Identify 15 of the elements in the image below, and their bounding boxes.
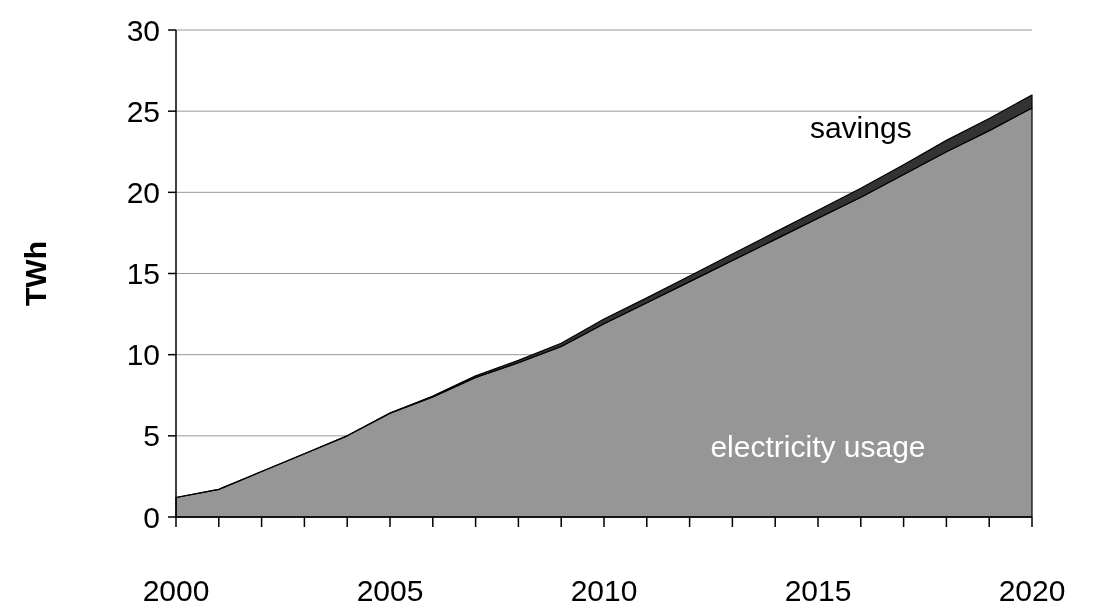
y-tick-label: 5 (143, 419, 160, 453)
x-tick-label: 2015 (784, 574, 852, 607)
x-tick-label: 2005 (356, 574, 424, 607)
x-tick-label: 2010 (570, 574, 638, 607)
y-tick-label: 10 (126, 338, 160, 372)
y-tick-label: 15 (126, 257, 160, 290)
series-label: electricity usage (710, 430, 926, 463)
y-tick-label: 30 (126, 13, 160, 47)
x-tick-label: 2000 (142, 574, 210, 607)
series-label: savings (809, 111, 912, 145)
y-tick-label: 0 (143, 500, 160, 534)
y-axis-title: TWh (19, 241, 52, 306)
y-tick-label: 20 (126, 175, 160, 209)
x-tick-label: 2020 (998, 574, 1066, 607)
y-tick-label: 25 (126, 94, 160, 128)
